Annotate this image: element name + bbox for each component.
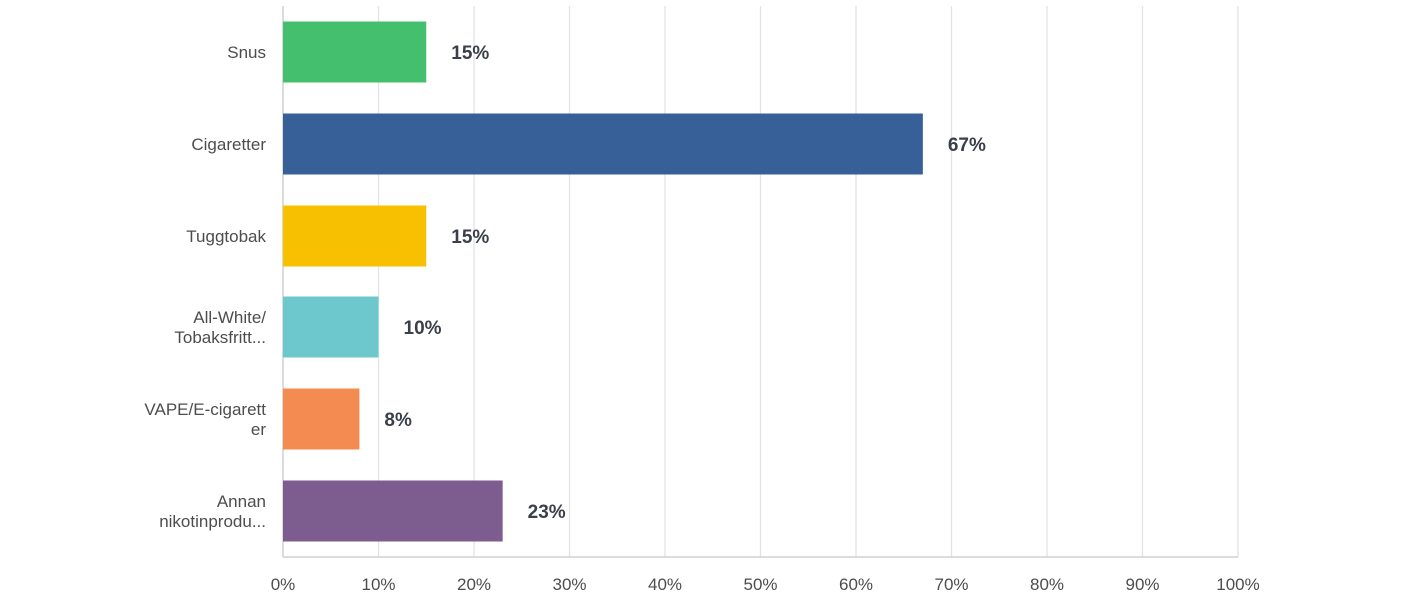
bar (283, 21, 427, 83)
bar (283, 205, 427, 267)
category-label: Snus (227, 43, 266, 62)
bars (283, 21, 923, 542)
x-tick-label: 0% (271, 575, 296, 594)
x-axis-ticks: 0% 10% 20% 30% 40% 50% 60% 70% 80% 90% 100% (271, 575, 1260, 594)
value-label: 23% (528, 502, 566, 523)
x-tick-label: 40% (648, 575, 682, 594)
x-tick-label: 50% (743, 575, 777, 594)
category-label: Tuggtobak (186, 227, 266, 246)
category-label: All-White/Tobaksfritt... (174, 308, 266, 347)
value-label: 67% (948, 135, 986, 156)
value-label: 15% (451, 227, 489, 248)
value-label: 10% (404, 318, 442, 339)
x-tick-label: 100% (1216, 575, 1259, 594)
gridlines (282, 6, 1239, 558)
category-label: Annan nikotinprodu... (159, 492, 266, 531)
x-tick-label: 20% (457, 575, 491, 594)
category-label: Cigaretter (191, 135, 266, 154)
x-tick-label: 90% (1125, 575, 1159, 594)
x-tick-label: 70% (934, 575, 968, 594)
value-label: 15% (451, 43, 489, 64)
x-tick-label: 30% (552, 575, 586, 594)
category-labels: Snus Cigaretter Tuggtobak All-White/Tobaksf… (144, 43, 266, 531)
x-tick-label: 10% (361, 575, 395, 594)
x-tick-label: 60% (839, 575, 873, 594)
value-labels: 15% 67% 15% 10% 8% 23% (384, 43, 986, 523)
x-tick-label: 80% (1030, 575, 1064, 594)
category-label: VAPE/E-cigarett er (144, 400, 266, 439)
bar (283, 388, 360, 450)
bar (283, 480, 503, 542)
value-label: 8% (384, 410, 412, 431)
bar (283, 113, 923, 175)
bar (283, 296, 379, 358)
